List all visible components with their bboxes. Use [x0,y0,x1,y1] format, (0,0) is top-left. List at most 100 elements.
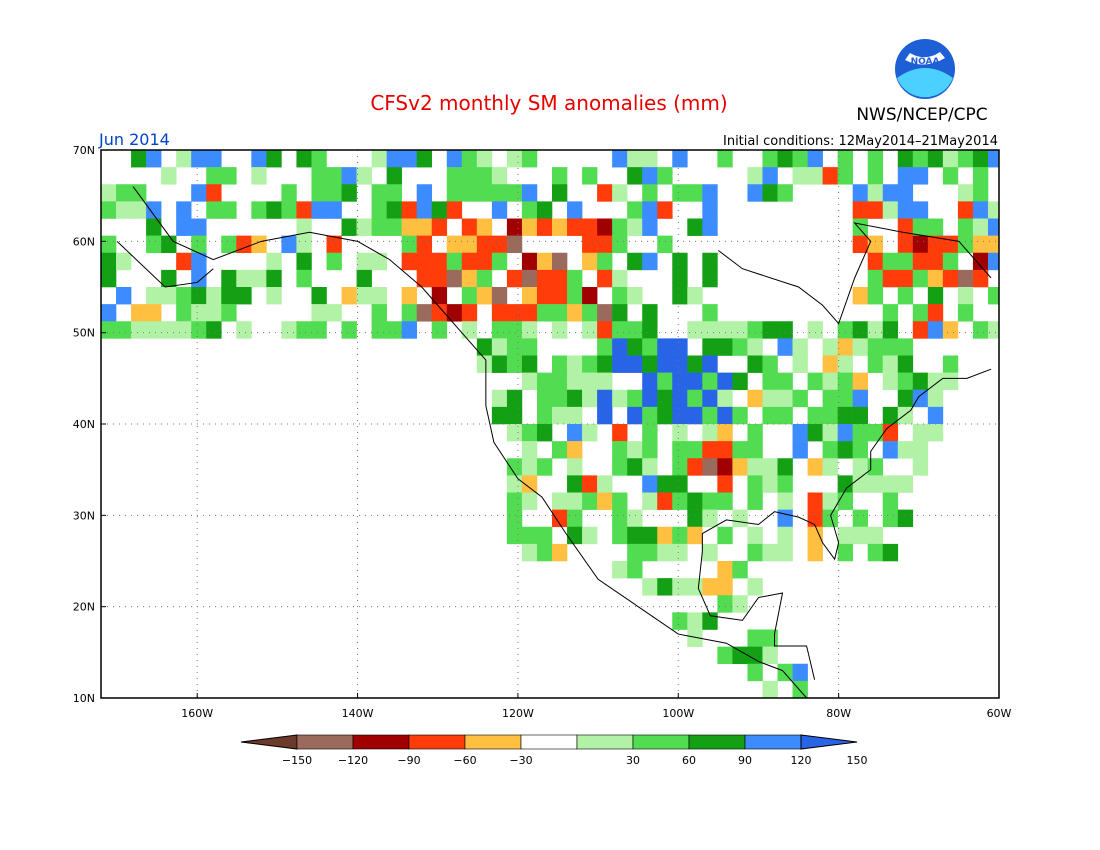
anomaly-cell [552,406,568,425]
anomaly-cell [852,424,869,442]
anomaly-cell [491,184,508,202]
anomaly-cell [206,150,222,168]
anomaly-cell [476,287,493,305]
anomaly-cell [552,269,568,288]
anomaly-cell [506,321,523,339]
anomaly-cell [281,201,297,219]
anomaly-cell [807,526,823,545]
anomaly-cell [747,321,763,339]
anomaly-cell [401,287,418,305]
anomaly-cell [236,269,252,288]
anomaly-cell [491,406,508,425]
anomaly-cell [867,269,884,288]
anomaly-cell [822,492,838,510]
anomaly-cell [416,252,433,271]
anomaly-cell [356,269,372,288]
anomaly-cell [341,287,357,305]
anomaly-cell [536,406,553,425]
anomaly-cell [837,441,853,459]
anomaly-cell [612,561,628,579]
anomaly-cell [657,338,673,356]
anomaly-cell [521,458,538,476]
anomaly-cell [627,252,643,271]
anomaly-cell [597,475,613,493]
anomaly-cell [161,235,177,254]
anomaly-cell [101,201,117,219]
legend-label: 60 [682,754,696,767]
anomaly-cell [371,150,387,168]
anomaly-cell [597,389,613,408]
legend-label: 90 [738,754,752,767]
anomaly-cell [912,372,929,391]
anomaly-cell [747,355,763,373]
anomaly-cell [687,389,703,408]
anomaly-cell [627,287,643,305]
anomaly-cell [597,492,613,510]
anomaly-cell [642,406,658,425]
anomaly-cell [627,441,643,459]
anomaly-cell [927,252,944,271]
anomaly-cell [732,372,748,391]
anomaly-cell [582,321,598,339]
anomaly-cell [777,663,793,682]
anomaly-cell [567,218,583,236]
anomaly-cell [732,561,748,579]
anomaly-cell [747,475,763,493]
anomaly-cell [101,235,117,254]
anomaly-cell [762,680,778,698]
anomaly-cell [927,269,944,288]
anomaly-cell [521,526,538,545]
anomaly-cell [206,184,222,202]
anomaly-cell [567,492,583,510]
anomaly-cell [882,355,899,373]
anomaly-cell [762,372,778,391]
anomaly-cell [567,389,583,408]
legend-swatch [464,734,522,750]
anomaly-cell [897,201,914,219]
anomaly-cell [176,218,192,236]
anomaly-cell [672,338,688,356]
anomaly-cell [506,269,523,288]
anomaly-cell [567,355,583,373]
anomaly-cell [612,509,628,528]
anomaly-cell [597,184,613,202]
anomaly-cell [837,543,853,562]
anomaly-cell [146,235,162,254]
anomaly-cell [777,338,793,356]
anomaly-cell [672,578,688,596]
anomaly-cell [176,321,192,339]
anomaly-cell [657,406,673,425]
lat-tick-label: 40N [73,418,95,431]
anomaly-cell [702,578,718,596]
anomaly-cell [326,167,342,185]
anomaly-cell [567,458,583,476]
anomaly-cell [191,252,207,271]
anomaly-cell [552,218,568,236]
anomaly-cell [747,629,763,647]
anomaly-cell [416,201,433,219]
anomaly-cell [642,475,658,493]
anomaly-cell [597,338,613,356]
anomaly-cell [672,526,688,545]
anomaly-cell [642,492,658,510]
anomaly-cell [897,338,914,356]
anomaly-cell [822,338,838,356]
anomaly-cell [687,218,703,236]
anomaly-cell [521,424,538,442]
anomaly-cell [506,389,523,408]
anomaly-cell [687,509,703,528]
anomaly-cell [567,441,583,459]
anomaly-cell [972,150,989,168]
anomaly-cell [521,269,538,288]
anomaly-cell [582,287,598,305]
anomaly-cell [597,269,613,288]
anomaly-cell [356,218,372,236]
anomaly-cell [717,406,733,425]
anomaly-cell [927,424,944,442]
anomaly-cell [146,304,162,322]
anomaly-cell [446,269,463,288]
anomaly-cell [627,218,643,236]
anomaly-cell [582,304,598,322]
anomaly-cell [657,355,673,373]
